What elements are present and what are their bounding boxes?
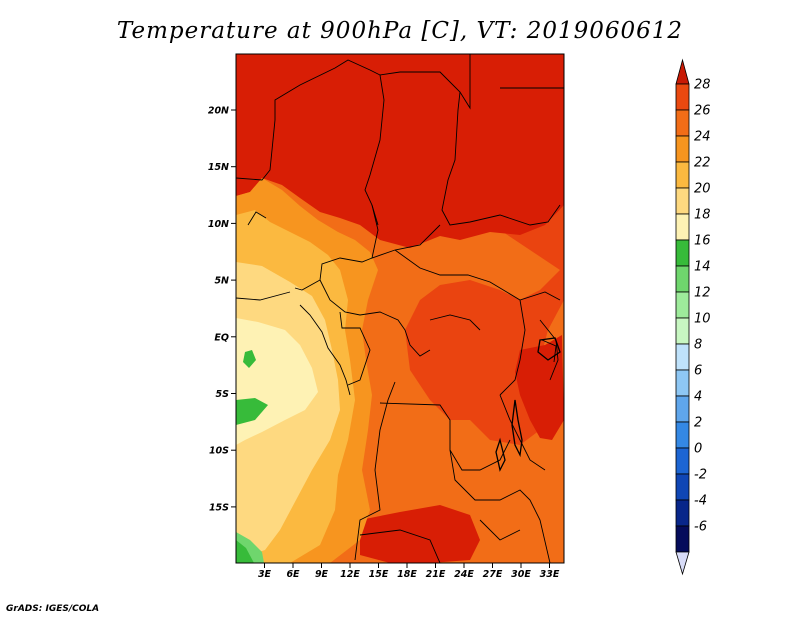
lat-tick-label: 10N [208,219,229,230]
colorbar-label: 2 [694,416,702,431]
lat-tick-label: 5S [216,389,230,400]
colorbar-swatch [675,135,690,163]
lon-tick-label: 33E [540,569,560,580]
colorbar-swatch [675,499,690,527]
colorbar-label: 16 [694,234,711,249]
colorbar-label: 28 [694,78,711,93]
lon-tick-label: 9E [315,569,329,580]
lon-tick-label: 6E [286,569,300,580]
lake-outlines [495,337,561,472]
longitude-axis: 3E 6E 9E 12E 15E 18E 21E 24E 27E 30E 33E [258,563,560,580]
colorbar-label: 6 [694,364,702,379]
colorbar-swatch [675,395,690,423]
map-title: Temperature at 900hPa [C], VT: 201906061… [116,18,684,44]
lon-tick-label: 27E [483,569,503,580]
colorbar-label: -2 [694,468,707,483]
lon-tick-label: 30E [511,569,531,580]
country-boundaries [236,54,564,563]
lat-tick-label: 5N [214,276,229,287]
colorbar-top-cap [675,58,690,85]
shade-14-c [236,540,254,563]
lat-tick-label: 15S [209,502,229,513]
lon-tick-label: 15E [369,569,389,580]
map-frame [235,53,565,564]
colorbar-label: 14 [694,260,711,275]
lon-tick-label: 24E [454,569,474,580]
colorbar-label: 8 [694,338,702,353]
shade-28-east [515,335,564,440]
colorbar-swatch [675,187,690,215]
shade-28-south [360,505,480,563]
colorbar-label: 22 [694,156,711,171]
colorbar-label: 12 [694,286,711,301]
colorbar-swatch [675,239,690,267]
colorbar-label: -4 [694,494,707,509]
colorbar-label: 10 [694,312,711,327]
lat-tick-label: 15N [208,162,229,173]
colorbar-swatch [675,161,690,189]
colorbar-label: 26 [694,104,711,119]
colorbar-swatch [675,473,690,501]
shade-14-b [243,350,256,368]
lon-tick-label: 3E [258,569,272,580]
colorbar-swatch [675,317,690,345]
temperature-map [236,54,564,563]
colorbar-swatch [675,265,690,293]
colorbar-swatch [675,447,690,475]
lat-tick-label: 10S [209,446,229,457]
lon-tick-label: 18E [397,569,417,580]
colorbar-swatch [675,343,690,371]
credit-label: GrADS: IGES/COLA [6,604,100,614]
colorbar-label: -6 [694,520,707,535]
colorbar-swatch [675,213,690,241]
colorbar-label: 24 [694,130,711,145]
colorbar-swatch [675,421,690,449]
colorbar-label: 20 [694,182,711,197]
latitude-axis: 20N 15N 10N 5N EQ 5S 10S 15S [208,106,236,513]
shade-28-north [236,54,564,248]
colorbar-swatch [675,525,690,553]
colorbar-swatch [675,83,690,111]
colorbar-bottom-cap [675,551,690,576]
colorbar-swatch [675,109,690,137]
shade-14-a [236,398,268,425]
lat-tick-label: 20N [208,106,229,117]
colorbar-swatch [675,369,690,397]
colorbar-label: 4 [694,390,702,405]
colorbar-label: 0 [694,442,702,457]
colorbar-swatch [675,291,690,319]
colorbar-label: 18 [694,208,711,223]
lon-tick-label: 21E [426,569,446,580]
lat-tick-label: EQ [214,332,229,343]
lon-tick-label: 12E [340,569,360,580]
